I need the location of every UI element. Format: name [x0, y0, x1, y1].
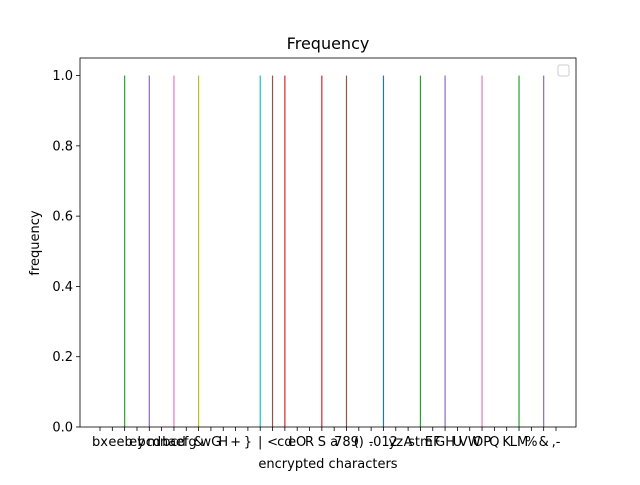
- axes-frame: [79, 57, 577, 428]
- x-tick-label: wG: [201, 435, 222, 450]
- y-tick-label: 0.4: [52, 280, 73, 295]
- bar: [284, 75, 286, 427]
- x-tick-label: }: [244, 435, 252, 450]
- bar: [518, 75, 520, 427]
- x-tick-label: efg: [176, 435, 197, 450]
- x-tick-label: S: [318, 435, 326, 450]
- x-tick-label: +: [230, 435, 241, 450]
- x-tick-label: mna: [147, 435, 176, 450]
- bar: [382, 75, 385, 427]
- x-tick-label: ,-: [552, 435, 561, 450]
- bar: [444, 75, 446, 427]
- bar: [543, 75, 545, 427]
- x-tick-label: 789: [334, 435, 359, 450]
- bar: [124, 75, 126, 427]
- x-tick-label: bcd: [162, 435, 186, 450]
- x-tick-label: -: [369, 435, 374, 450]
- x-tick-label: bx: [92, 435, 108, 450]
- y-tick-label: 0.6: [52, 210, 73, 225]
- y-tick-label: 0.8: [52, 139, 73, 154]
- x-tick-label: K: [502, 435, 511, 450]
- bar: [271, 75, 274, 427]
- x-tick-label: ey: [129, 435, 145, 450]
- chart-title: Frequency: [287, 34, 370, 53]
- x-tick-label: &: [194, 435, 204, 450]
- x-tick-label: bcd: [137, 435, 161, 450]
- x-axis-label: encrypted characters: [258, 457, 397, 472]
- x-tick-label: %: [525, 435, 537, 450]
- y-tick-label: 1.0: [52, 69, 73, 84]
- x-tick-label: H: [218, 435, 228, 450]
- y-tick-label: 0.0: [52, 421, 73, 436]
- x-tick-label: OP: [473, 435, 491, 450]
- x-tick-label: stm: [408, 435, 433, 450]
- x-tick-label: U: [453, 435, 463, 450]
- x-tick-label: EF: [425, 435, 441, 450]
- x-tick-label: (): [354, 435, 364, 450]
- x-tick-label: R: [305, 435, 314, 450]
- x-tick-label: |: [258, 435, 262, 450]
- x-tick-label: &: [539, 435, 549, 450]
- x-tick-label: VW: [459, 435, 481, 450]
- x-tick-label: LM: [510, 435, 528, 450]
- x-tick-label: yz: [389, 435, 404, 450]
- x-tick-label: eO: [288, 435, 306, 450]
- bar: [321, 75, 323, 427]
- x-tick-label: <: [267, 435, 278, 450]
- x-tick-label: .012: [369, 435, 398, 450]
- bar: [148, 75, 150, 427]
- bar: [197, 75, 200, 427]
- bar: [173, 75, 175, 427]
- x-tick-label: e: [108, 435, 116, 450]
- x-tick-label: a: [330, 435, 338, 450]
- bar: [345, 75, 348, 427]
- x-tick-label: eb: [117, 435, 133, 450]
- y-axis-label: frequency: [28, 210, 43, 276]
- x-tick-label: A: [404, 435, 413, 450]
- bar: [481, 75, 483, 427]
- bar: [419, 75, 422, 427]
- x-tick-label: Q: [489, 435, 499, 450]
- x-tick-label: GH: [435, 435, 455, 450]
- x-tick-label: cd: [277, 435, 292, 450]
- y-tick-label: 0.2: [52, 350, 73, 365]
- bar: [259, 75, 261, 427]
- legend-box: [557, 64, 570, 77]
